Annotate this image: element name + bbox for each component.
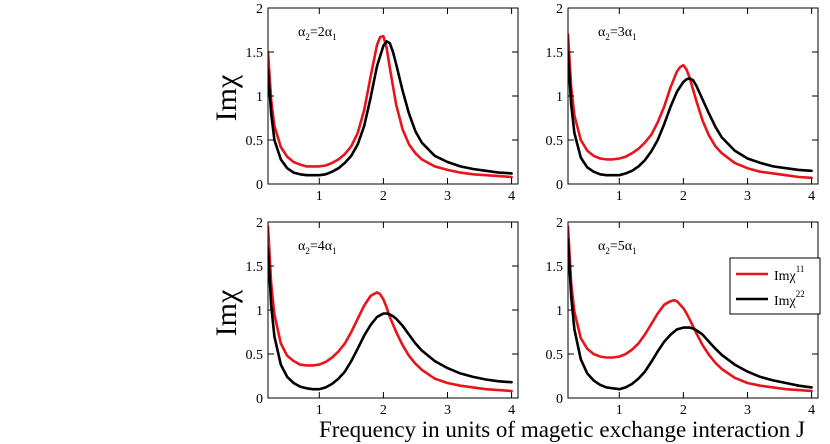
panel-label-sub: 2: [605, 32, 610, 42]
panel-label-eq: =4α: [310, 239, 333, 254]
y-tick-label: 0: [256, 392, 263, 407]
panel-label-sub: 1: [632, 246, 637, 256]
y-tick-label: 0: [256, 178, 263, 193]
panel-label-eq: =5α: [610, 239, 633, 254]
x-tick-label: 1: [616, 189, 623, 204]
panel-label-sub: 1: [632, 32, 637, 42]
y-tick-label: 0.5: [246, 134, 264, 149]
y-tick-label: 2: [556, 216, 563, 231]
panel-label: α2=5α1: [598, 239, 637, 256]
panel-label: α2=4α1: [298, 239, 337, 256]
x-tick-label: 4: [808, 403, 815, 418]
y-tick-label: 0: [556, 178, 563, 193]
ylabel-bottom: Imχ: [210, 289, 243, 336]
panel-label-alpha: α: [598, 25, 606, 40]
legend-label-imchi11: Imχ11: [774, 264, 804, 284]
panel-label: α2=2α1: [298, 25, 337, 42]
y-tick-label: 1.5: [546, 46, 564, 61]
x-tick-label: 1: [316, 403, 323, 418]
x-tick-label: 3: [744, 403, 751, 418]
y-tick-label: 0.5: [546, 348, 564, 363]
panel-label: α2=3α1: [598, 25, 637, 42]
series-line-imchi11: [568, 33, 813, 180]
x-tick-label: 4: [508, 403, 515, 418]
ylabel-top: Imχ: [210, 74, 243, 121]
legend-box: [729, 257, 821, 315]
y-tick-label: 1: [556, 90, 563, 105]
panel-label-eq: =3α: [610, 25, 633, 40]
y-tick-label: 2: [256, 216, 263, 231]
x-tick-label: 3: [744, 189, 751, 204]
x-tick-label: 2: [380, 189, 387, 204]
x-tick-label: 3: [444, 189, 451, 204]
y-tick-label: 2: [556, 2, 563, 17]
x-tick-label: 2: [380, 403, 387, 418]
panel-label-sub: 2: [305, 246, 310, 256]
legend: Imχ11 Imχ22: [729, 257, 821, 315]
x-tick-label: 3: [444, 403, 451, 418]
series-line-imchi22: [568, 238, 813, 391]
panel-label-alpha: α: [598, 239, 606, 254]
y-tick-label: 1: [256, 304, 263, 319]
series-line-imchi22: [268, 40, 513, 177]
y-tick-label: 1.5: [246, 260, 264, 275]
series-line-imchi11: [268, 225, 513, 393]
x-tick-label: 1: [616, 403, 623, 418]
series-line-imchi22: [568, 50, 813, 177]
x-tick-label: 4: [808, 189, 815, 204]
x-tick-label: 4: [508, 189, 515, 204]
xlabel: Frequency in units of magetic exchange i…: [319, 417, 805, 442]
x-tick-label: 2: [680, 189, 687, 204]
y-tick-label: 0.5: [246, 348, 264, 363]
panel-label-alpha: α: [298, 25, 306, 40]
legend-label-imchi22: Imχ22: [774, 289, 805, 309]
series-line-imchi11: [268, 34, 513, 179]
y-tick-label: 1: [256, 90, 263, 105]
panel-label-sub: 2: [305, 32, 310, 42]
panel-label-sub: 2: [605, 246, 610, 256]
y-tick-label: 0.5: [546, 134, 564, 149]
panel-label-alpha: α: [298, 239, 306, 254]
x-tick-label: 1: [316, 189, 323, 204]
panel-label-sub: 1: [332, 32, 337, 42]
y-tick-label: 2: [256, 2, 263, 17]
y-tick-label: 1.5: [546, 260, 564, 275]
panel-label-eq: =2α: [310, 25, 333, 40]
y-tick-label: 0: [556, 392, 563, 407]
y-tick-label: 1.5: [246, 46, 264, 61]
y-tick-label: 1: [556, 304, 563, 319]
series-line-imchi22: [268, 247, 513, 391]
series-line-imchi11: [568, 225, 813, 393]
panel-label-sub: 1: [332, 246, 337, 256]
x-tick-label: 2: [680, 403, 687, 418]
